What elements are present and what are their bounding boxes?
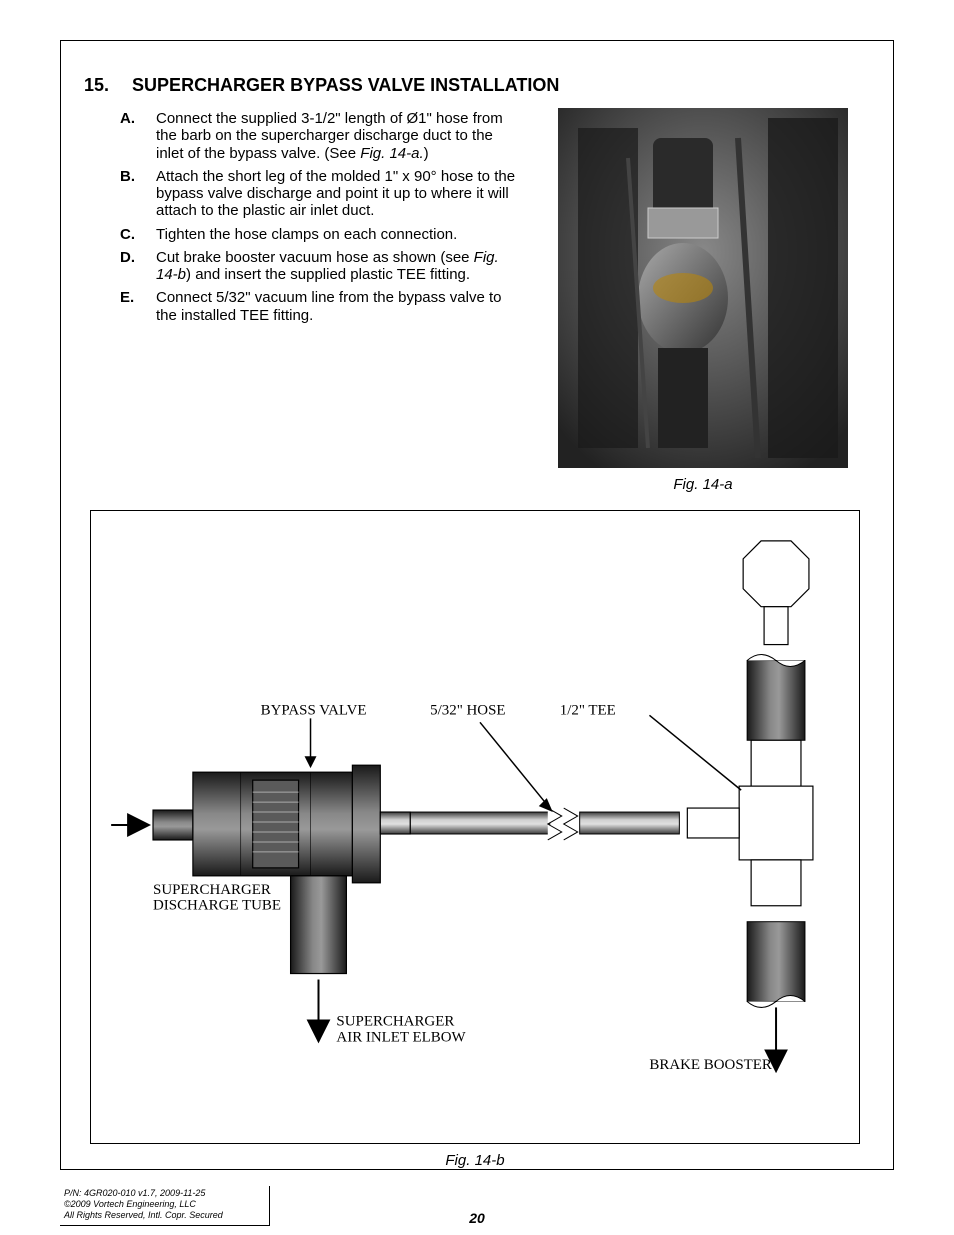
- instruction-letter: B.: [120, 168, 156, 220]
- instruction-list: A. Connect the supplied 3-1/2" length of…: [120, 110, 520, 330]
- instruction-text: Tighten the hose clamps on each connecti…: [156, 226, 520, 243]
- label-bypass-valve: BYPASS VALVE: [261, 702, 367, 718]
- instruction-letter: E.: [120, 289, 156, 324]
- label-supercharger-inlet: SUPERCHARGER AIR INLET ELBOW: [336, 1013, 466, 1045]
- section-number: 15.: [84, 75, 109, 95]
- instruction-letter: A.: [120, 110, 156, 162]
- section-heading: 15. SUPERCHARGER BYPASS VALVE INSTALLATI…: [84, 75, 559, 96]
- section-title: SUPERCHARGER BYPASS VALVE INSTALLATION: [132, 75, 559, 95]
- instruction-a: A. Connect the supplied 3-1/2" length of…: [120, 110, 520, 162]
- instruction-text: Connect the supplied 3-1/2" length of Ø1…: [156, 110, 520, 162]
- label-brake-booster: BRAKE BOOSTER: [649, 1057, 771, 1073]
- engine-photo-placeholder-icon: [558, 108, 848, 468]
- page-number: 20: [0, 1210, 954, 1226]
- fig-14b-diagram: BYPASS VALVE 5/32" HOSE 1/2" TEE SUPERCH…: [90, 510, 860, 1144]
- instruction-c: C. Tighten the hose clamps on each conne…: [120, 226, 520, 243]
- footer-line1: P/N: 4GR020-010 v1.7, 2009-11-25: [64, 1188, 265, 1199]
- instruction-letter: C.: [120, 226, 156, 243]
- fig-14b-caption: Fig. 14-b: [90, 1152, 860, 1169]
- footer-line2: ©2009 Vortech Engineering, LLC: [64, 1199, 265, 1210]
- instruction-text: Connect 5/32" vacuum line from the bypas…: [156, 289, 520, 324]
- instruction-letter: D.: [120, 249, 156, 284]
- label-supercharger-discharge: SUPERCHARGER DISCHARGE TUBE: [153, 882, 281, 914]
- instruction-text: Cut brake booster vacuum hose as shown (…: [156, 249, 520, 284]
- instruction-text: Attach the short leg of the molded 1" x …: [156, 168, 520, 220]
- fig-14a-caption: Fig. 14-a: [558, 476, 848, 493]
- fig-14a-photo: [558, 108, 848, 468]
- label-532-hose: 5/32" HOSE: [430, 702, 505, 718]
- instruction-d: D. Cut brake booster vacuum hose as show…: [120, 249, 520, 284]
- instruction-b: B. Attach the short leg of the molded 1"…: [120, 168, 520, 220]
- label-12-tee: 1/2" TEE: [560, 702, 616, 718]
- instruction-e: E. Connect 5/32" vacuum line from the by…: [120, 289, 520, 324]
- bypass-diagram-icon: BYPASS VALVE 5/32" HOSE 1/2" TEE SUPERCH…: [91, 511, 859, 1143]
